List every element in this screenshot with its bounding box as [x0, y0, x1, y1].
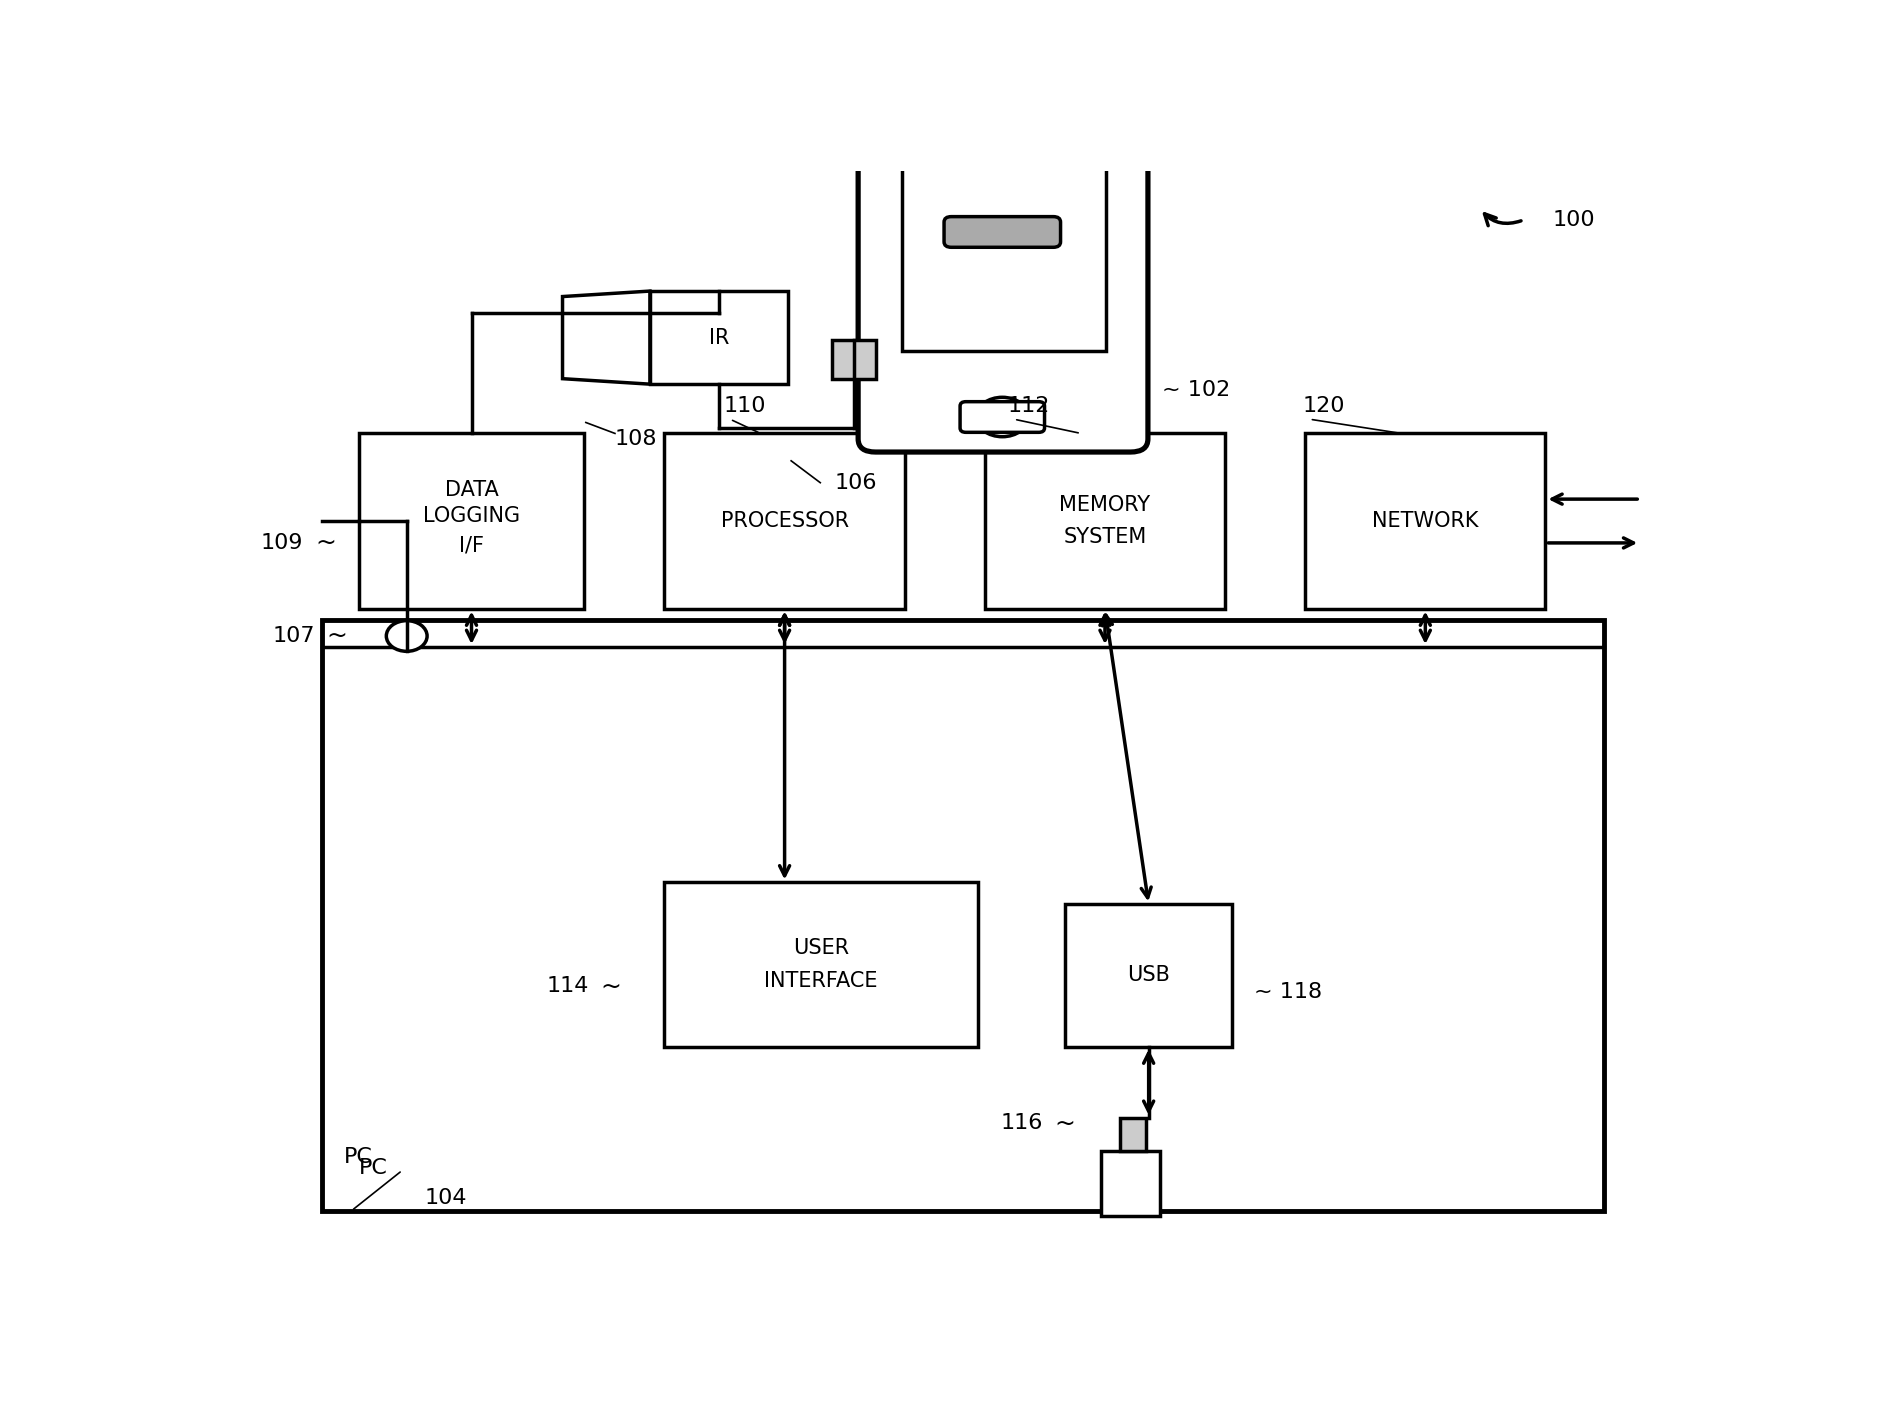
Text: ~: ~ — [1054, 1111, 1075, 1135]
Bar — [359, 434, 584, 609]
Text: 104: 104 — [425, 1187, 466, 1207]
Bar — [985, 434, 1225, 609]
Bar — [665, 882, 977, 1047]
Bar — [650, 292, 789, 384]
Text: INTERFACE: INTERFACE — [765, 971, 877, 991]
Text: IR: IR — [708, 327, 729, 347]
Bar — [1065, 904, 1233, 1047]
FancyBboxPatch shape — [859, 97, 1148, 452]
Text: ~ 102: ~ 102 — [1163, 380, 1231, 400]
FancyBboxPatch shape — [943, 216, 1060, 247]
Circle shape — [387, 620, 427, 651]
Bar — [1306, 434, 1545, 609]
Text: PC: PC — [344, 1148, 372, 1167]
Bar — [323, 620, 1605, 1212]
Text: 116: 116 — [1002, 1113, 1043, 1133]
Text: 107: 107 — [272, 626, 316, 646]
Text: LOGGING: LOGGING — [423, 506, 520, 526]
Text: PROCESSOR: PROCESSOR — [720, 510, 849, 530]
Text: ~: ~ — [601, 974, 622, 998]
Text: USER: USER — [793, 939, 849, 958]
Text: PC: PC — [359, 1158, 387, 1177]
Text: ~ 118: ~ 118 — [1255, 981, 1323, 1003]
Text: 108: 108 — [614, 429, 658, 449]
Text: 112: 112 — [1007, 397, 1050, 417]
Text: I/F: I/F — [458, 535, 485, 555]
Text: 114: 114 — [547, 977, 588, 997]
Bar — [902, 144, 1105, 351]
Text: SYSTEM: SYSTEM — [1064, 528, 1146, 547]
Text: MEMORY: MEMORY — [1060, 495, 1150, 515]
Polygon shape — [562, 292, 650, 384]
Text: USB: USB — [1127, 966, 1171, 985]
Text: ~: ~ — [316, 530, 336, 555]
FancyBboxPatch shape — [960, 401, 1045, 432]
Circle shape — [975, 397, 1028, 437]
Text: 110: 110 — [723, 397, 767, 417]
Text: ~: ~ — [327, 624, 348, 648]
Text: NETWORK: NETWORK — [1372, 510, 1479, 530]
Bar — [832, 340, 876, 378]
Text: 100: 100 — [1552, 210, 1595, 230]
Text: 109: 109 — [261, 533, 303, 553]
Bar — [1101, 1150, 1159, 1216]
Text: 106: 106 — [834, 472, 877, 492]
Text: DATA: DATA — [445, 481, 498, 501]
Bar — [1120, 1118, 1146, 1150]
Bar — [665, 434, 906, 609]
Text: 120: 120 — [1302, 397, 1345, 417]
